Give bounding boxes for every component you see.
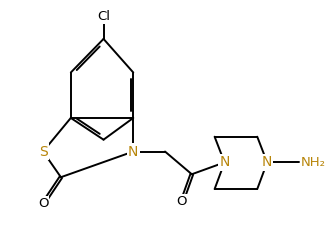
- Text: NH₂: NH₂: [301, 156, 326, 169]
- Text: N: N: [219, 155, 230, 169]
- Text: Cl: Cl: [97, 10, 110, 23]
- Text: S: S: [39, 145, 48, 158]
- Text: O: O: [177, 195, 187, 208]
- Text: N: N: [128, 145, 138, 158]
- Text: O: O: [38, 197, 48, 210]
- Text: N: N: [262, 155, 272, 169]
